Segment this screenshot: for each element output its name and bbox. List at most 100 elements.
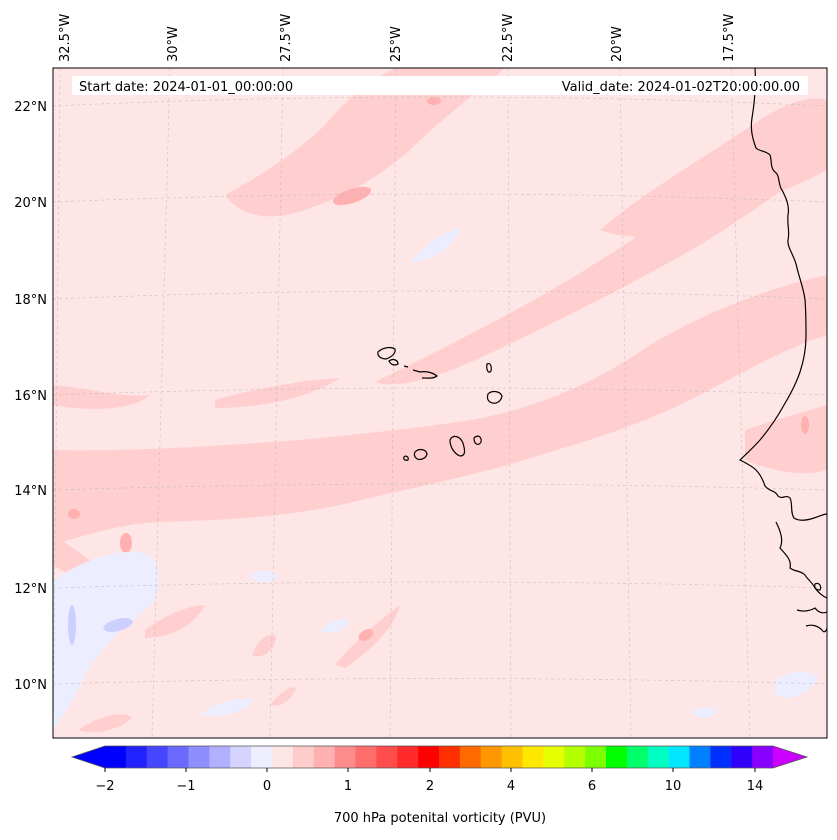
lat-label: 20°N [14, 196, 47, 211]
pv-max-north-2 [427, 97, 441, 105]
pv-patch-south-2 [252, 634, 276, 657]
pv-patch-south-5 [78, 714, 132, 733]
colorbar-label: 700 hPa potenital vorticity (PVU) [334, 811, 546, 826]
pv-patch-south-3 [145, 605, 205, 638]
header-strip [72, 76, 808, 95]
meridian-25w [389, 68, 397, 738]
map-panel [53, 68, 827, 738]
colorbar-cell [397, 746, 419, 768]
pv-negative-southeast-2 [690, 707, 718, 718]
island-brava [403, 455, 409, 461]
pv-max-west-2 [68, 509, 80, 519]
colorbar-cell [668, 746, 690, 768]
colorbar-cell [251, 746, 273, 768]
lon-label: 27.5°W [279, 14, 294, 62]
colorbar-tick-label: −2 [95, 779, 114, 794]
island-fogo [413, 448, 428, 460]
colorbar-cell [585, 746, 607, 768]
colorbar-tick-label: 14 [747, 779, 764, 794]
meridian-17-5w [730, 68, 751, 738]
island-boa-vista [486, 390, 503, 404]
parallel-10n [53, 678, 827, 685]
island-bijagos-1 [814, 582, 822, 591]
colorbar-cell [522, 746, 544, 768]
lon-label: 32.5°W [58, 14, 73, 62]
island-santo-antao [377, 346, 396, 360]
pv-band-north [225, 68, 505, 217]
colorbar-cell [355, 746, 377, 768]
island-sao-nicolau [412, 369, 438, 379]
meridian-30w [151, 68, 171, 738]
parallel-16n [53, 387, 827, 396]
meridian-20w [619, 68, 632, 738]
coastline-africa-west [738, 68, 827, 521]
coastlines [377, 68, 827, 633]
colorbar-cell [647, 746, 670, 768]
colorbar-cell [564, 746, 586, 768]
lat-label: 12°N [14, 582, 47, 597]
colorbar-cell [439, 746, 461, 768]
colorbar-cell [146, 746, 169, 768]
colorbar-extend-min [72, 746, 105, 768]
parallel-14n [53, 483, 827, 491]
colorbar-cell [125, 746, 148, 768]
lat-label: 16°N [14, 389, 47, 404]
lat-label: 10°N [14, 678, 47, 693]
pv-negative-southwest [53, 551, 159, 730]
colorbar-cell [459, 746, 482, 768]
colorbar-cell [188, 746, 210, 768]
colorbar-cell [209, 746, 231, 768]
meridian-32-5w [53, 68, 61, 738]
pv-max-west [120, 533, 132, 553]
colorbar-cell [501, 746, 523, 768]
pv-negative-south-2 [320, 619, 350, 633]
meridian-22-5w [507, 68, 512, 738]
lon-label: 30°W [166, 26, 181, 62]
graticule [53, 68, 827, 738]
colorbar-tick-label: 6 [588, 779, 596, 794]
longitude-labels: 32.5°W 30°W 27.5°W 25°W 22.5°W 20°W 17.5… [58, 14, 737, 62]
pv-negative-min-2 [103, 618, 133, 632]
coastline-guinea-1 [796, 607, 827, 614]
colorbar: −2 −1 0 1 2 4 6 10 14 700 hPa potenital … [70, 745, 809, 826]
colorbar-cell [418, 746, 440, 768]
colorbar-cell [334, 746, 356, 768]
pv-patch-south-4 [270, 687, 296, 706]
parallel-20n [53, 193, 827, 203]
lon-label: 20°W [610, 26, 625, 62]
colorbar-cell [543, 746, 565, 768]
island-santiago [449, 435, 466, 457]
island-maio [473, 435, 482, 445]
parallel-12n [53, 581, 827, 589]
pv-band-16n-center [215, 378, 340, 408]
pv-band-south [53, 275, 827, 545]
map-frame [52, 67, 828, 739]
lat-label: 22°N [14, 100, 47, 115]
colorbar-cell [626, 746, 649, 768]
lat-label: 18°N [14, 293, 47, 308]
pv-negative-north [410, 228, 460, 262]
lon-label: 22.5°W [501, 14, 516, 62]
colorbar-cell [272, 746, 294, 768]
pv-negative-south-3 [250, 570, 278, 583]
colorbar-cell [376, 746, 398, 768]
colorbar-cell [292, 746, 315, 768]
coastline-guinea-2 [805, 624, 827, 633]
colorbar-tick-label: 2 [426, 779, 434, 794]
pv-contour-fill [53, 68, 827, 733]
colorbar-extend-max [773, 746, 807, 768]
colorbar-cell [480, 746, 503, 768]
colorbar-cell [606, 746, 628, 768]
colorbar-tick-label: 1 [344, 779, 352, 794]
island-sao-vicente [388, 358, 399, 366]
island-sal [486, 362, 492, 373]
colorbar-cell [313, 746, 336, 768]
pv-max-south [358, 629, 374, 641]
lon-label: 25°W [389, 26, 404, 62]
colorbar-tick-label: 10 [665, 779, 682, 794]
start-date-label: Start date: 2024-01-01_00:00:00 [79, 80, 293, 95]
colorbar-cell [105, 746, 127, 768]
colorbar-cell [731, 746, 753, 768]
colorbar-cell [689, 746, 711, 768]
